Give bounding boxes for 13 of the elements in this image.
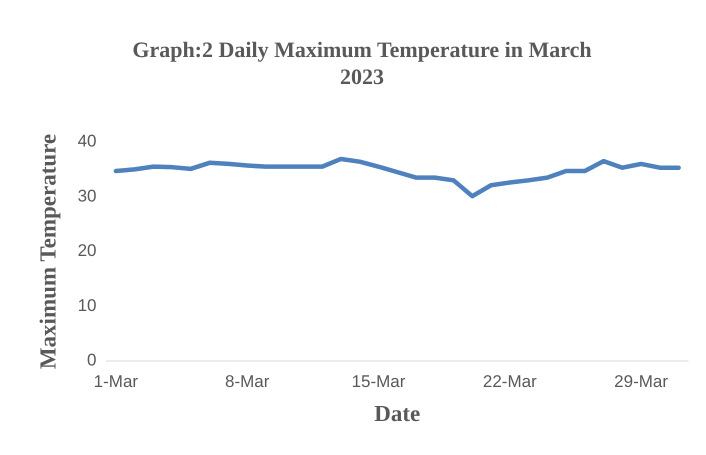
y-tick-label: 30: [78, 186, 97, 206]
y-axis-title: Maximum Temperature: [36, 134, 61, 370]
x-tick-label: 15-Mar: [352, 372, 406, 391]
y-tick-label: 10: [78, 296, 97, 315]
y-tick-label: 0: [87, 350, 97, 370]
x-tick-label: 8-Mar: [224, 372, 270, 391]
x-tick-label: 29-Mar: [614, 372, 668, 391]
x-axis-title: Date: [374, 401, 420, 426]
y-tick-label: 20: [78, 241, 97, 260]
y-tick-label: 40: [78, 132, 97, 151]
x-tick-label: 22-Mar: [482, 372, 538, 391]
x-tick-label: 1-Mar: [94, 372, 138, 391]
chart-title: Graph:2 Daily Maximum Temperature in March 2023: [131, 36, 593, 90]
